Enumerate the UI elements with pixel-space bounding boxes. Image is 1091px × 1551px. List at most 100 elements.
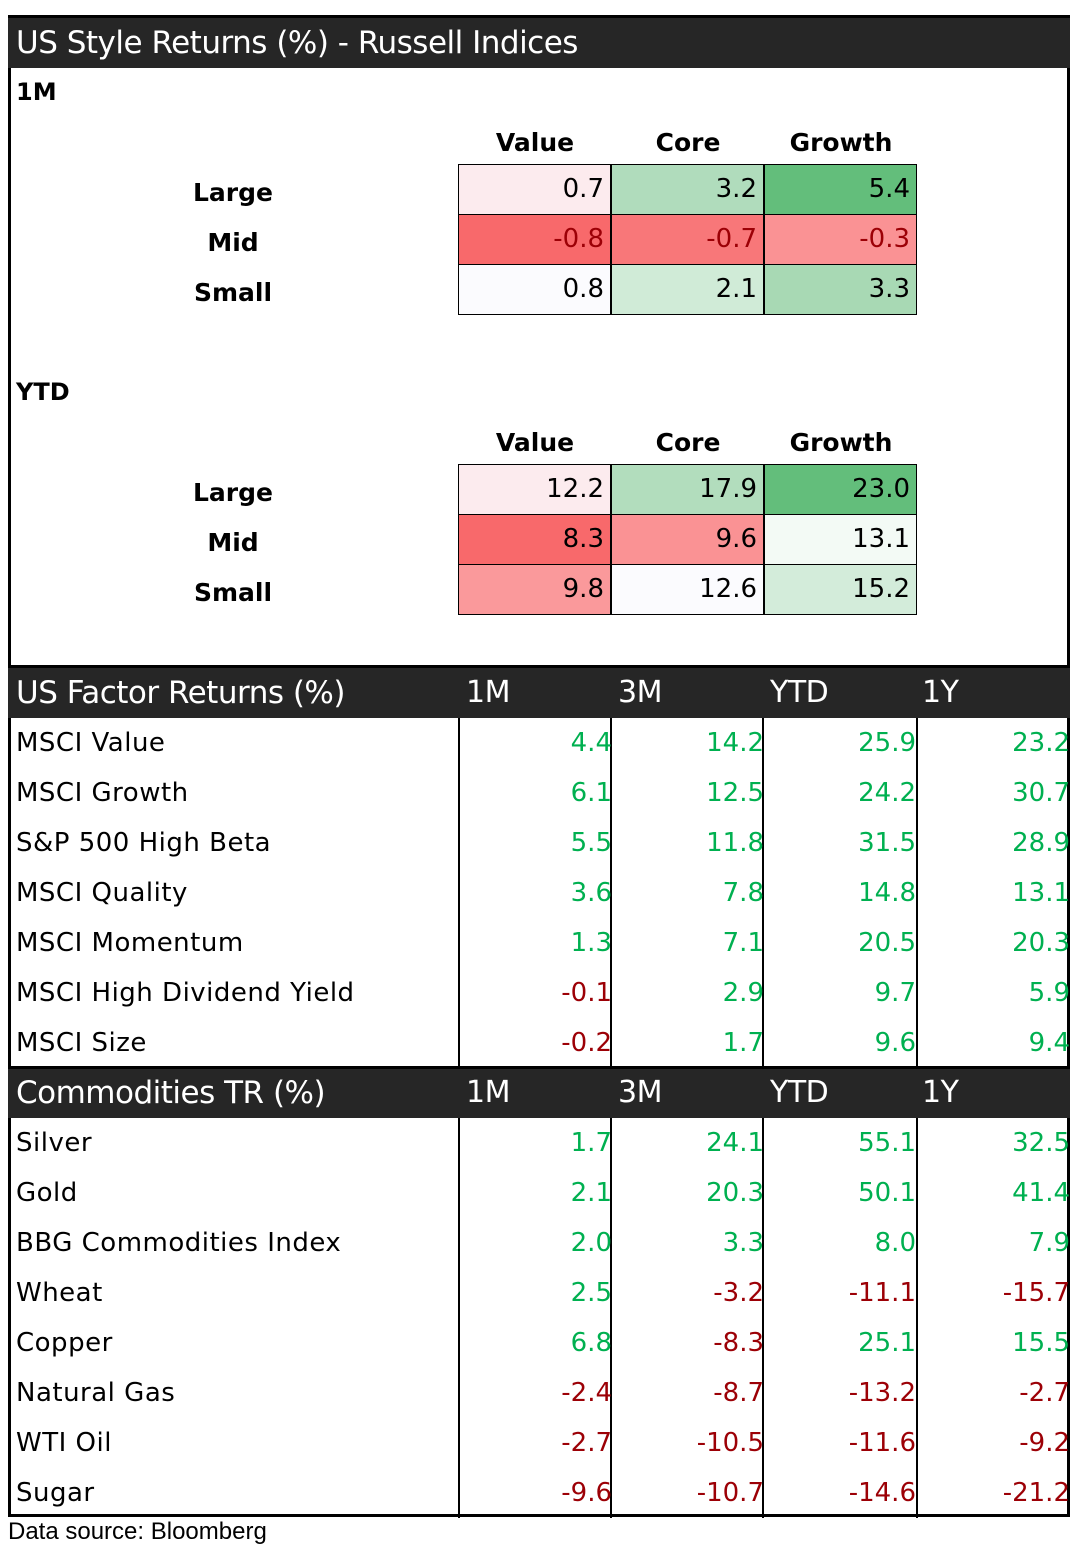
return-value: -15.7: [1002, 1278, 1070, 1308]
return-value: 1.3: [570, 928, 612, 958]
row-name: WTI Oil: [16, 1428, 112, 1458]
style-row-label: Large: [193, 178, 273, 207]
row-name: MSCI Quality: [16, 878, 188, 908]
row-name: Copper: [16, 1328, 113, 1358]
return-value: -0.2: [561, 1028, 612, 1058]
heatmap-cell: 9.6: [611, 514, 764, 565]
column-divider: [458, 1118, 460, 1518]
return-value: 31.5: [858, 828, 916, 858]
return-value: 4.4: [570, 728, 612, 758]
heatmap-cell: -0.8: [458, 214, 611, 265]
period-label-1: YTD: [16, 378, 70, 406]
column-divider: [762, 1118, 764, 1518]
row-name: Gold: [16, 1178, 78, 1208]
table-row: MSCI Value 4.4 14.2 25.9 23.2: [8, 718, 1070, 768]
return-value: 2.5: [570, 1278, 612, 1308]
table-row: BBG Commodities Index 2.0 3.3 8.0 7.9: [8, 1218, 1070, 1268]
heatmap-cell: 0.7: [458, 164, 611, 215]
return-value: 9.7: [874, 978, 916, 1008]
table-row: Natural Gas -2.4 -8.7 -13.2 -2.7: [8, 1368, 1070, 1418]
return-value: 6.8: [570, 1328, 612, 1358]
return-value: 20.3: [1012, 928, 1070, 958]
commodities-col-ytd: YTD: [770, 1075, 829, 1110]
return-value: -0.1: [561, 978, 612, 1008]
table-row: MSCI Size -0.2 1.7 9.6 9.4: [8, 1018, 1070, 1068]
return-value: 13.1: [1012, 878, 1070, 908]
return-value: -13.2: [848, 1378, 916, 1408]
return-value: 12.5: [706, 778, 764, 808]
return-value: 25.9: [858, 728, 916, 758]
return-value: 2.1: [570, 1178, 612, 1208]
table-row: Sugar -9.6 -10.7 -14.6 -21.2: [8, 1468, 1070, 1518]
row-name: Natural Gas: [16, 1378, 176, 1408]
return-value: 6.1: [570, 778, 612, 808]
heatmap-cell: 15.2: [764, 564, 917, 615]
section-divider: [8, 1066, 1070, 1069]
return-value: -9.6: [561, 1478, 612, 1508]
return-value: -10.5: [696, 1428, 764, 1458]
row-name: Wheat: [16, 1278, 103, 1308]
return-value: 20.3: [706, 1178, 764, 1208]
return-value: 20.5: [858, 928, 916, 958]
heatmap-cell: 12.6: [611, 564, 764, 615]
return-value: 41.4: [1012, 1178, 1070, 1208]
commodities-section-title: Commodities TR (%): [16, 1075, 326, 1111]
factor-section-title: US Factor Returns (%): [16, 675, 346, 711]
style-section-title: US Style Returns (%) - Russell Indices: [16, 25, 578, 61]
heatmap-cell: -0.7: [611, 214, 764, 265]
heatmap-cell: 23.0: [764, 464, 917, 515]
table-row: MSCI Quality 3.6 7.8 14.8 13.1: [8, 868, 1070, 918]
return-value: 8.0: [874, 1228, 916, 1258]
style-column-header: Growth: [789, 428, 893, 457]
return-value: -14.6: [848, 1478, 916, 1508]
style-column-header: Core: [655, 428, 721, 457]
style-column-header: Value: [495, 428, 575, 457]
return-value: -21.2: [1002, 1478, 1070, 1508]
return-value: 11.8: [706, 828, 764, 858]
report-frame: [8, 15, 1070, 1517]
heatmap-cell: 13.1: [764, 514, 917, 565]
section-divider: [8, 665, 1070, 668]
period-label-0: 1M: [16, 78, 57, 106]
row-name: MSCI High Dividend Yield: [16, 978, 355, 1008]
row-name: Sugar: [16, 1478, 95, 1508]
table-row: WTI Oil -2.7 -10.5 -11.6 -9.2: [8, 1418, 1070, 1468]
return-value: 9.4: [1028, 1028, 1070, 1058]
return-value: 2.9: [722, 978, 764, 1008]
return-value: 23.2: [1012, 728, 1070, 758]
heatmap-cell: 0.8: [458, 264, 611, 315]
heatmap-cell: 9.8: [458, 564, 611, 615]
style-column-header: Growth: [789, 128, 893, 157]
return-value: 1.7: [570, 1128, 612, 1158]
column-divider: [762, 718, 764, 1068]
data-source-note: Data source: Bloomberg: [8, 1518, 267, 1545]
table-row: Wheat 2.5 -3.2 -11.1 -15.7: [8, 1268, 1070, 1318]
row-name: BBG Commodities Index: [16, 1228, 342, 1258]
heatmap-cell: 5.4: [764, 164, 917, 215]
style-row-label: Small: [193, 578, 273, 607]
style-column-header: Core: [655, 128, 721, 157]
heatmap-cell: 3.3: [764, 264, 917, 315]
return-value: 7.9: [1028, 1228, 1070, 1258]
style-section-header: US Style Returns (%) - Russell Indices: [8, 18, 1070, 68]
factor-col-ytd: YTD: [770, 675, 829, 710]
return-value: 28.9: [1012, 828, 1070, 858]
return-value: 9.6: [874, 1028, 916, 1058]
row-name: MSCI Growth: [16, 778, 189, 808]
return-value: 2.0: [570, 1228, 612, 1258]
column-divider: [610, 1118, 612, 1518]
return-value: -10.7: [696, 1478, 764, 1508]
factor-col-3m: 3M: [618, 675, 662, 710]
heatmap-cell: 8.3: [458, 514, 611, 565]
style-column-header: Value: [495, 128, 575, 157]
row-name: Silver: [16, 1128, 93, 1158]
heatmap-cell: -0.3: [764, 214, 917, 265]
return-value: 24.1: [706, 1128, 764, 1158]
column-divider: [610, 718, 612, 1068]
table-row: Copper 6.8 -8.3 25.1 15.5: [8, 1318, 1070, 1368]
table-row: MSCI Growth 6.1 12.5 24.2 30.7: [8, 768, 1070, 818]
return-value: -3.2: [713, 1278, 764, 1308]
return-value: -2.7: [1019, 1378, 1070, 1408]
row-name: MSCI Size: [16, 1028, 147, 1058]
return-value: -11.6: [848, 1428, 916, 1458]
